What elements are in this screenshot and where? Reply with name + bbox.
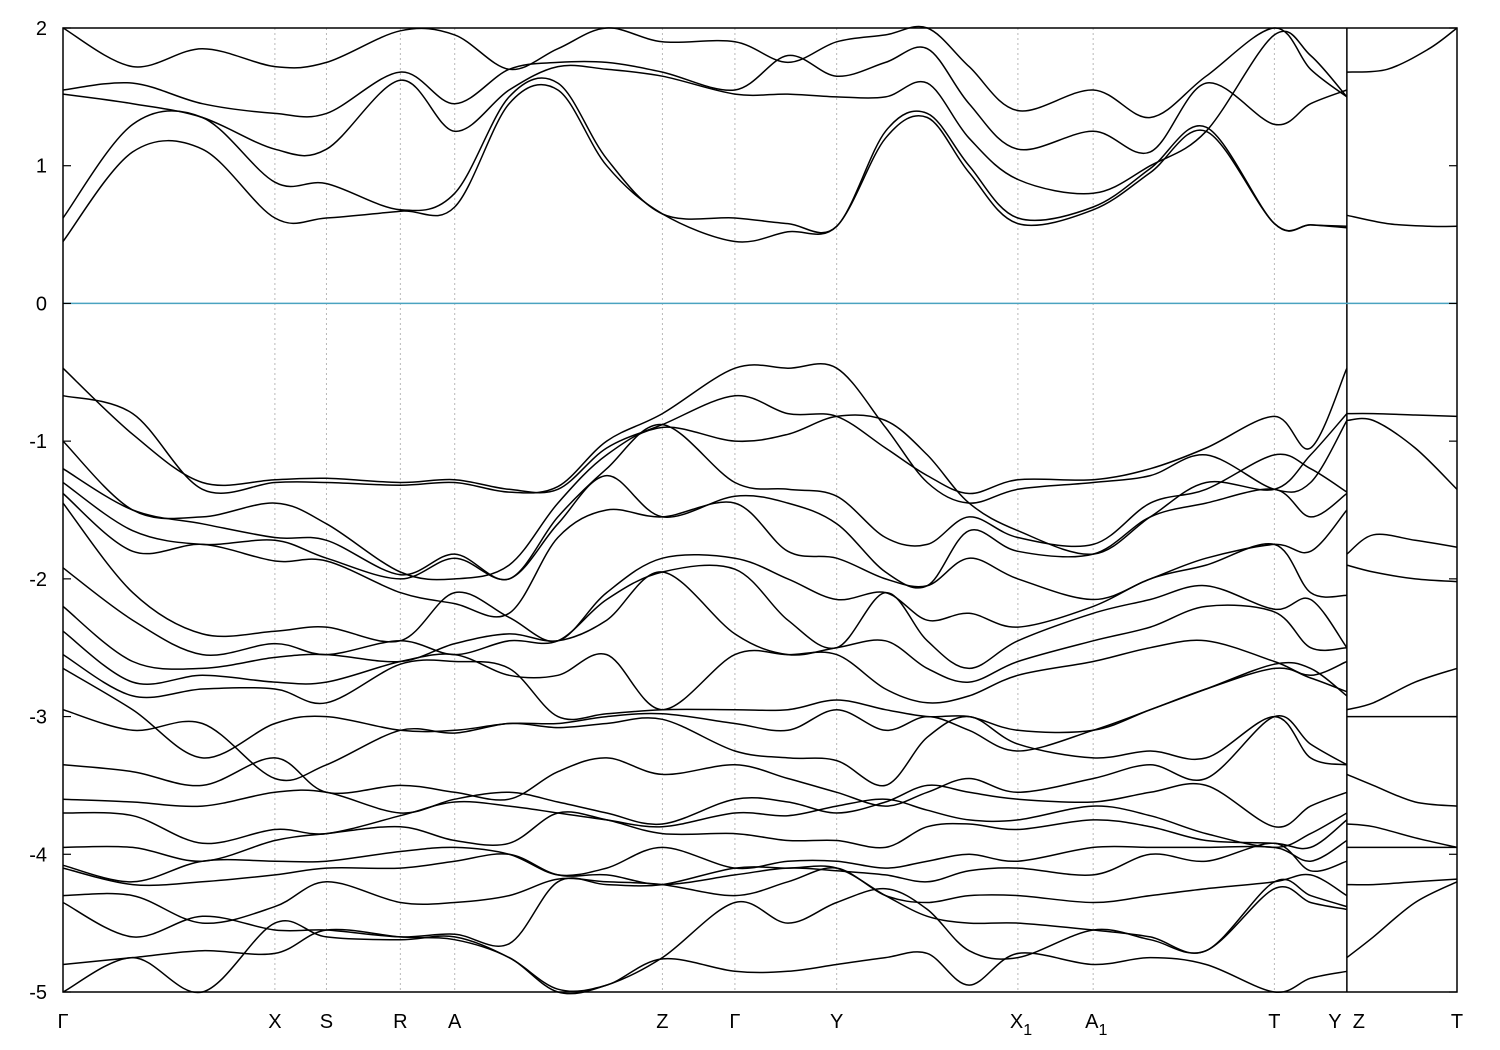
band-line-11 <box>62 474 1348 589</box>
x-tick-label: X1 <box>1010 1011 1032 1039</box>
band-line-6 <box>1346 27 1458 73</box>
x-tick-label: Y <box>830 1011 843 1033</box>
y-tick-label: 1 <box>36 156 47 178</box>
x-tick-label: Y <box>1328 1011 1341 1033</box>
x-tick-label: R <box>393 1011 407 1033</box>
band-line-8 <box>62 363 1348 504</box>
x-tick-label: A1 <box>1085 1011 1107 1039</box>
band-line-15 <box>62 571 1347 683</box>
x-tick-label: Z <box>1353 1011 1365 1033</box>
y-tick-label: 2 <box>36 18 47 40</box>
y-tick-label: -3 <box>29 707 47 729</box>
band-line-13 <box>62 502 1347 643</box>
band-line-16 <box>62 630 1348 711</box>
band-line-18 <box>62 661 1348 759</box>
band-line-20 <box>62 715 1348 807</box>
band-line-17 <box>62 653 1348 734</box>
band-line-7 <box>62 367 1348 495</box>
band-line-39 <box>1346 878 1458 886</box>
band-line-31 <box>1346 417 1458 490</box>
x-tick-subscript: 1 <box>1023 1022 1032 1039</box>
band-line-2 <box>62 30 1348 195</box>
x-tick-label: T <box>1268 1011 1280 1033</box>
band-line-33 <box>1346 564 1458 583</box>
band-line-23 <box>62 811 1348 862</box>
x-tick-subscript: 1 <box>1099 1022 1108 1039</box>
band-line-27 <box>62 865 1348 954</box>
y-tick-label: -2 <box>29 569 47 591</box>
band-line-21 <box>62 782 1348 828</box>
band-line-0 <box>62 83 1347 243</box>
band-line-1 <box>62 77 1347 234</box>
y-tick-label: -1 <box>29 431 47 453</box>
band-line-32 <box>1346 533 1458 555</box>
band-line-19 <box>62 708 1348 787</box>
x-tick-label: Γ <box>729 1011 740 1033</box>
x-tick-label: Γ <box>57 1011 68 1033</box>
band-line-25 <box>62 842 1348 887</box>
band-line-4 <box>62 25 1348 119</box>
band-line-10 <box>62 423 1348 581</box>
y-axis-ticks: 2 1 0 -1 -2 -3 -4 -5 <box>29 18 1457 1004</box>
plot-frame <box>62 27 1458 993</box>
x-tick-label: T <box>1451 1011 1463 1033</box>
band-line-40 <box>1346 881 1458 959</box>
band-line-26 <box>62 867 1348 925</box>
y-tick-label: -4 <box>29 844 47 866</box>
band-lines <box>62 25 1458 995</box>
band-line-34 <box>1346 667 1458 711</box>
x-axis-ticks: Γ X S R A Z Γ Y X1 A1 T Y Z T <box>57 1011 1463 1039</box>
band-line-5 <box>1346 214 1458 228</box>
x-tick-label: A <box>448 1011 462 1033</box>
band-line-29 <box>62 920 1348 994</box>
band-line-14 <box>62 564 1348 670</box>
x-tick-label: S <box>320 1011 333 1033</box>
x-tick-label: Z <box>656 1011 668 1033</box>
x-tick-label: X <box>268 1011 281 1033</box>
y-tick-label: -5 <box>29 982 47 1004</box>
high-symmetry-gridlines <box>274 28 1348 992</box>
band-line-22 <box>62 798 1348 849</box>
band-line-3 <box>62 46 1348 155</box>
band-line-36 <box>1346 773 1458 807</box>
y-tick-label: 0 <box>36 293 47 315</box>
band-line-37 <box>1346 823 1458 849</box>
band-line-30 <box>1346 412 1458 418</box>
